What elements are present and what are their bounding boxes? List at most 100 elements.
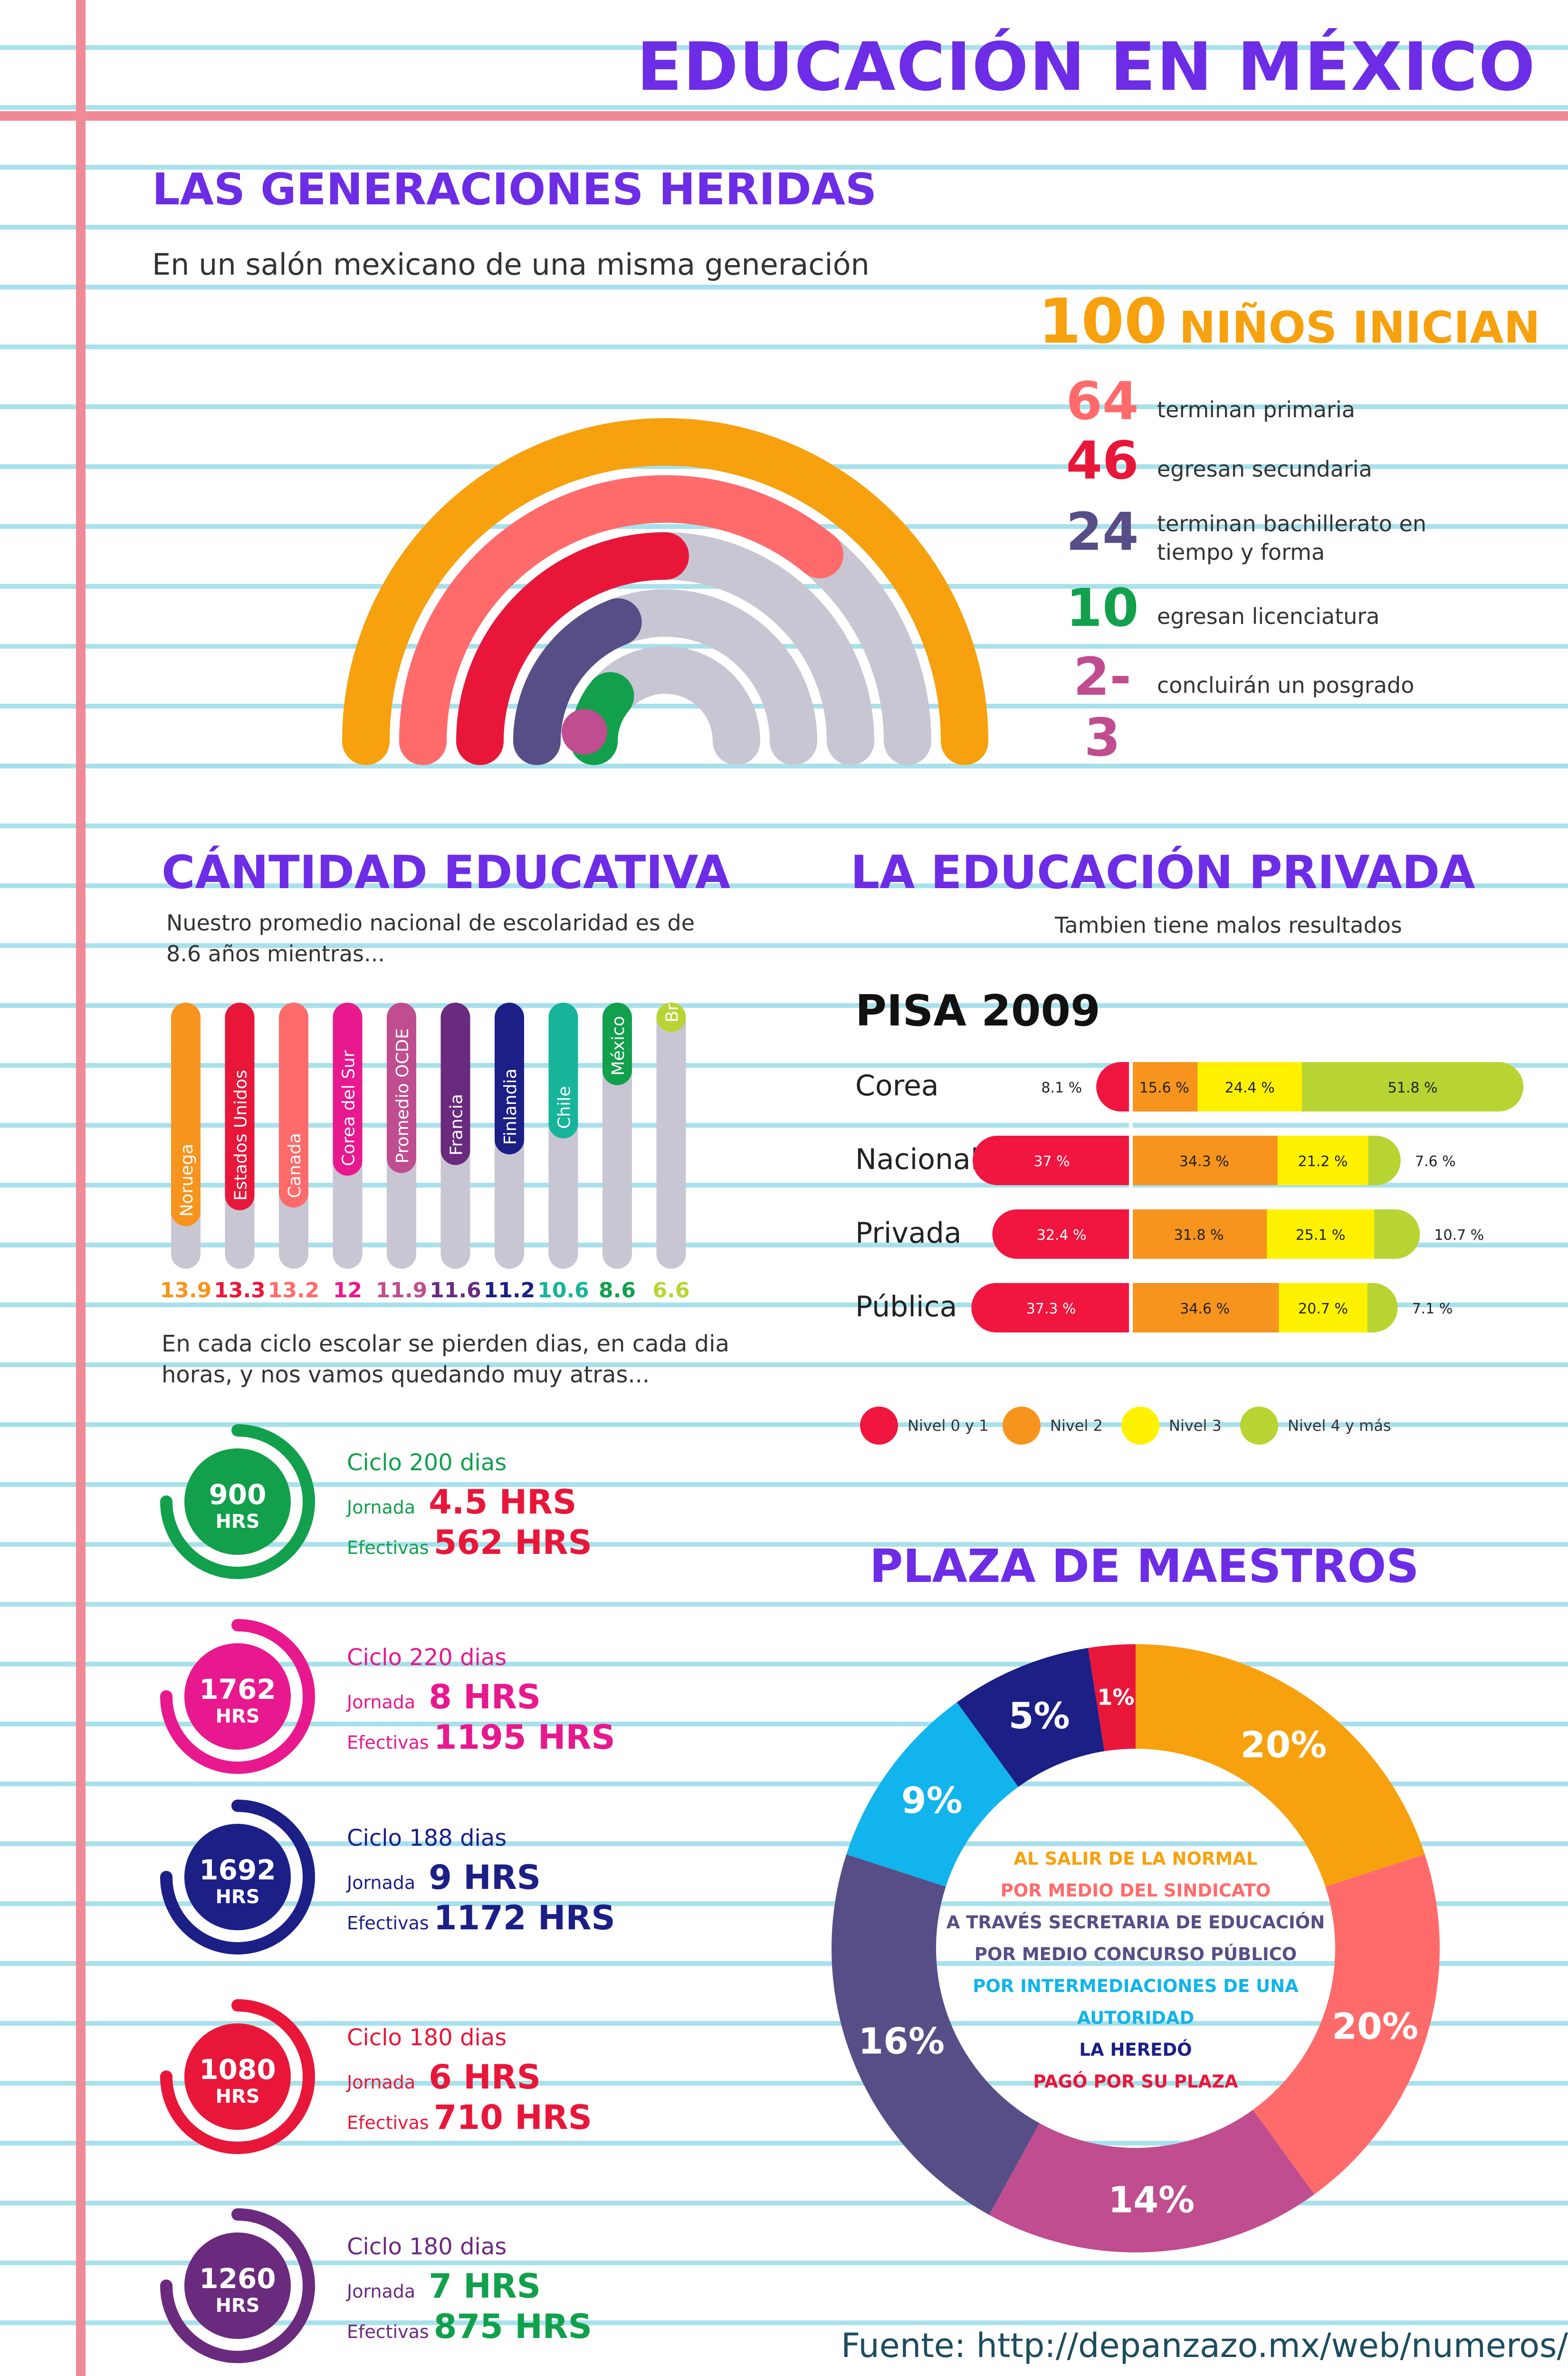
donut-value-label: 14% xyxy=(1108,2179,1195,2221)
ciclo-efectivas-value: 1172 HRS xyxy=(433,1898,615,1937)
ciclo-days: Ciclo 180 dias xyxy=(347,2024,507,2051)
gen-number: 2-3 xyxy=(1073,646,1132,768)
bar-category-label: Canada xyxy=(285,1133,305,1198)
ciclo-jornada-row: Jornada 7 HRS xyxy=(347,2267,541,2306)
ciclo-hrs-unit: HRS xyxy=(215,2295,259,2317)
pisa-title: PISA 2009 xyxy=(855,986,1100,1036)
bar-category-label: Promedio OCDE xyxy=(393,1028,412,1164)
bar-corea-del-sur xyxy=(333,1003,363,1176)
donut-slice xyxy=(1088,1644,1136,1752)
cantidad-bottom-text: En cada ciclo escolar se pierden dias, e… xyxy=(162,1331,729,1357)
gen-label: terminan primaria xyxy=(1157,397,1355,422)
bar-brasil xyxy=(656,1003,686,1032)
bar-category-label: Finlandia xyxy=(501,1068,520,1145)
donut-slice xyxy=(989,2109,1315,2252)
gen-number: 64 xyxy=(1066,371,1139,431)
ciclo-jornada-value: 8 HRS xyxy=(429,1677,541,1716)
pisa-legend-label: Nivel 4 y más xyxy=(1288,1417,1391,1435)
pisa-segment-label: 25.1 % xyxy=(1296,1227,1346,1244)
pisa-segment-label: 32.4 % xyxy=(1037,1227,1087,1244)
ciclo-efectivas-value: 1195 HRS xyxy=(433,1718,615,1757)
arc-fill-4 xyxy=(513,598,642,765)
ciclo-days: Ciclo 180 dias xyxy=(347,2233,507,2260)
bar-track xyxy=(656,1003,686,1269)
pisa-legend-label: Nivel 3 xyxy=(1169,1417,1222,1435)
pisa-segment-label: 34.6 % xyxy=(1180,1301,1230,1317)
ciclo-hrs-value: 1762 xyxy=(199,1673,276,1705)
donut-legend-line: AUTORIDAD xyxy=(1077,2008,1195,2028)
pisa-row-label: Privada xyxy=(855,1217,962,1250)
ciclo-hrs-unit: HRS xyxy=(215,1511,259,1533)
ciclo-efectivas-label: Efectivas xyxy=(347,1732,429,1753)
pisa-segment xyxy=(1368,1136,1401,1185)
donut-legend-line: A TRAVÉS SECRETARIA DE EDUCACIÓN xyxy=(946,1912,1325,1933)
bar-noruega xyxy=(171,1003,201,1226)
pisa-segment xyxy=(1267,1209,1375,1259)
source-text: Fuente: http://depanzazo.mx/web/numeros/ xyxy=(841,2326,1568,2365)
bar-canada xyxy=(279,1003,308,1208)
ciclo-hrs-value: 1080 xyxy=(199,2053,276,2086)
ciclo-jornada-label: Jornada xyxy=(347,1497,416,1518)
ciclo-ring-center xyxy=(184,1643,291,1750)
pisa-segment-label: 7.6 % xyxy=(1415,1153,1456,1170)
gen-label-line2: tiempo y forma xyxy=(1157,539,1325,565)
ciclo-efectivas-row: Efectivas 1172 HRS xyxy=(347,1898,615,1937)
pisa-segment-label: 37 % xyxy=(1033,1153,1070,1170)
cantidad-bottom-text-2: horas, y nos vamos quedando muy atras... xyxy=(162,1361,650,1388)
donut-value-label: 1% xyxy=(1097,1685,1134,1710)
donut-legend-line: LA HEREDÓ xyxy=(1079,2040,1192,2060)
bars-svg: Noruega 13.9 Estados Unidos 13.3 Canada 13.2 C… xyxy=(160,975,690,1303)
ciclo-ring-arc xyxy=(160,1619,315,1774)
pisa-segment-label: 37.3 % xyxy=(1026,1301,1076,1317)
ciclo-jornada-label: Jornada xyxy=(347,2072,416,2093)
pisa-segment xyxy=(971,1283,1131,1332)
bar-promedio-ocde xyxy=(387,1003,416,1173)
page-top-rule xyxy=(0,111,1568,121)
ciclo-days: Ciclo 188 dias xyxy=(347,1825,507,1851)
start-count: 100 NIÑOS INICIAN xyxy=(1038,285,1540,357)
pisa-segment-label: 51.8 % xyxy=(1388,1080,1438,1096)
pisa-bar-nacional xyxy=(973,1136,1401,1185)
pisa-segment xyxy=(1131,1283,1280,1332)
ciclo-jornada-label: Jornada xyxy=(347,2281,416,2302)
bar-value-label: 13.3 xyxy=(214,1278,266,1303)
pisa-segment-label: 15.6 % xyxy=(1139,1080,1189,1096)
bar-category-label: Brasil xyxy=(663,993,682,1023)
arc-fill-3 xyxy=(456,532,689,765)
pisa-row-label: Corea xyxy=(855,1069,939,1102)
ciclo-jornada-label: Jornada xyxy=(347,1872,416,1893)
pisa-segment-label: 21.2 % xyxy=(1298,1153,1348,1170)
pisa-segment-label: 20.7 % xyxy=(1298,1301,1348,1317)
privada-heading: LA EDUCACIÓN PRIVADA xyxy=(851,846,1475,899)
gen-number: 46 xyxy=(1066,430,1139,491)
pisa-segment xyxy=(1096,1062,1131,1111)
ciclo-ring-center xyxy=(184,2232,291,2339)
pisa-legend-label: Nivel 2 xyxy=(1050,1417,1103,1435)
gen-number: 10 xyxy=(1066,577,1139,638)
bar-value-label: 8.6 xyxy=(599,1278,636,1303)
pisa-legend-item: Nivel 0 y 1 xyxy=(860,1407,989,1445)
ciclo-days: Ciclo 220 dias xyxy=(347,1644,507,1671)
arc-fill-2 xyxy=(399,475,844,765)
bar-value-label: 13.9 xyxy=(162,1278,211,1303)
pisa-segment xyxy=(1279,1283,1368,1332)
pisa-segment-label: 24.4 % xyxy=(1225,1080,1275,1096)
pisa-bar-corea xyxy=(1096,1062,1524,1111)
pisa-segment xyxy=(1302,1062,1524,1111)
pisa-bar-privada xyxy=(992,1209,1420,1259)
bar-category-label: Francia xyxy=(447,1094,467,1156)
donut-slice xyxy=(1252,1854,1440,2194)
pisa-segment xyxy=(1277,1136,1369,1185)
pisa-legend-item: Nivel 2 xyxy=(1003,1407,1103,1445)
ciclo-ring-center xyxy=(184,1448,291,1555)
bar-finlandia xyxy=(495,1003,524,1155)
ciclo-efectivas-row: Efectivas 562 HRS xyxy=(347,1523,592,1562)
ciclo-jornada-value: 7 HRS xyxy=(429,2267,541,2306)
start-number: 100 xyxy=(1038,285,1167,357)
pisa-segment-label: 31.8 % xyxy=(1174,1227,1224,1244)
pisa-segment-label: 8.1 % xyxy=(1041,1080,1082,1096)
donut-value-label: 16% xyxy=(858,2020,945,2062)
